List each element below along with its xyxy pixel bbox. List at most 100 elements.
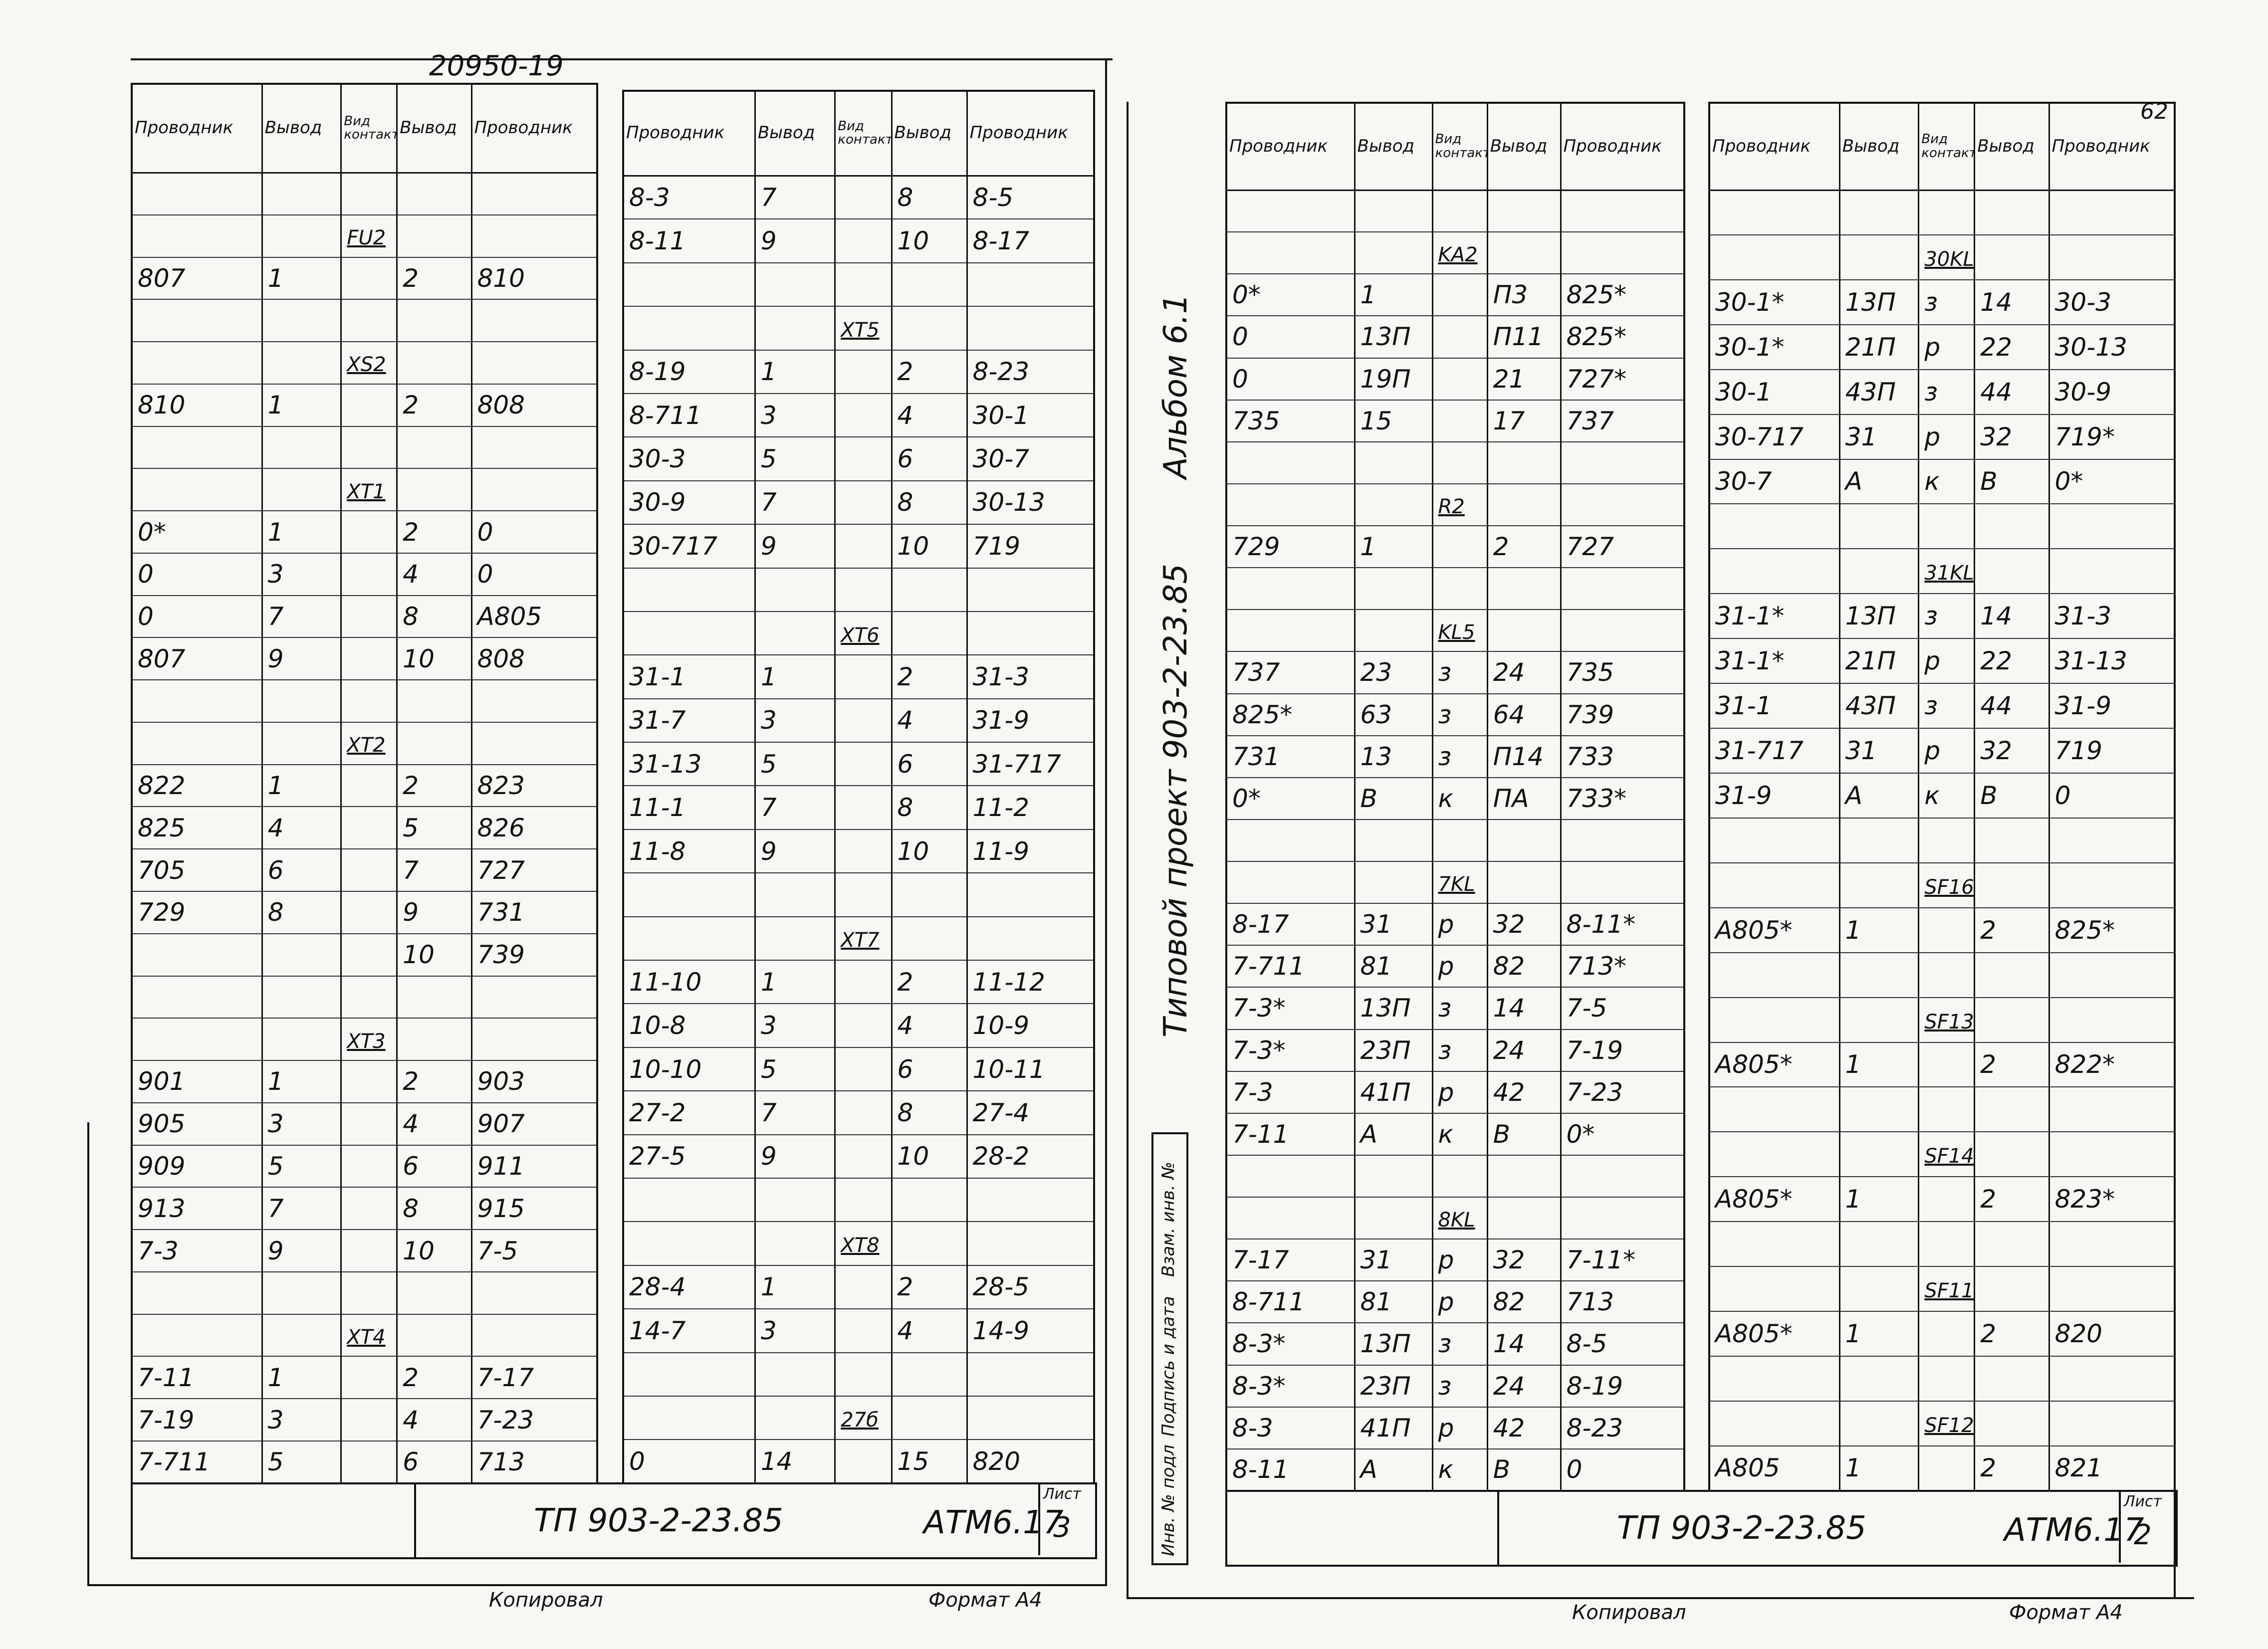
table-cell: 17 [1486,400,1562,442]
table-body: 30KL 30-1* 13П з 14 30-3 30-1* 21П р 22 30-13 30-1 4… [1708,190,2176,1491]
table-cell [891,1352,968,1397]
table-cell: 14 [1486,1323,1562,1366]
table-cell: 1 [754,655,836,699]
table-cell: з [1431,987,1488,1030]
table-row: XT8 [622,1222,1095,1266]
table-cell [1838,1087,1920,1133]
section-cell [1354,861,1433,904]
table-cell: 42 [1486,1071,1562,1114]
table-cell: 2 [396,1356,472,1400]
table-row: 30-1* 21П р 22 30-13 [1708,324,2176,370]
table-cell: 8-23 [966,350,1095,394]
table-cell: ПА [1486,777,1562,820]
table-cell [1918,1222,1976,1267]
table-row: 30KL [1708,234,2176,280]
table-row: 31-13 5 6 31-717 [622,742,1095,787]
table-row: 8-3* 23П з 24 8-19 [1225,1365,1685,1408]
table-row [1225,568,1685,611]
table-cell: 7 [754,786,836,830]
table-cell: 27-5 [622,1134,756,1179]
table-cell: з [1431,693,1488,736]
table-cell [340,1187,398,1231]
table-cell: 30-1 [1708,369,1840,415]
table-cell [834,1265,893,1310]
table-cell: 733* [1560,777,1685,820]
section-cell [2048,1401,2176,1446]
table-cell: 31-1* [1708,594,1840,639]
table-cell: 719 [966,524,1095,569]
section-cell [622,916,756,961]
table-row: SF13 [1708,997,2176,1043]
table-cell [1560,1155,1685,1198]
table-cell: 7 [754,480,836,525]
device-label: XT3 [347,1030,386,1053]
table-cell [340,511,398,554]
table-cell: 8-23 [1560,1407,1685,1449]
table-row [622,1178,1095,1223]
table-cell [1918,1311,1976,1357]
table-cell [340,257,398,300]
table-cell: 8-11 [1225,1448,1356,1491]
table-cell: 713 [1560,1281,1685,1324]
table-cell: 1 [1838,1042,1920,1088]
table-cell: 733 [1560,735,1685,778]
table-cell: 27-2 [622,1091,756,1135]
table-cell [1708,190,1840,235]
table-cell: 2 [396,384,472,427]
column-header: Проводник [131,83,263,174]
section-cell [891,1222,968,1266]
table-cell [1918,1177,1976,1223]
table-cell: 31-13 [622,742,756,787]
table-cell [966,568,1095,612]
table-cell [470,173,598,215]
section-cell [1560,1197,1685,1240]
table-cell: 8-3 [622,176,756,220]
table-cell: 11-1 [622,786,756,830]
frame-line [131,58,1113,60]
table-cell [1354,1155,1433,1198]
table-row: 0* 1 2 0 [131,511,598,554]
section-cell [966,611,1095,656]
table-cell: 1 [1354,526,1433,569]
table-row: 30-1 43П з 44 30-9 [1708,369,2176,415]
table-row: 7-711 81 р 82 713* [1225,945,1685,988]
section-cell [1225,1197,1356,1240]
device-label: 8KL [1438,1209,1475,1232]
table-cell: к [1918,459,1976,505]
table-cell: 7-17 [1225,1239,1356,1282]
table-cell: 737 [1225,651,1356,694]
table-cell: 8 [891,786,968,830]
table-cell [754,1178,836,1223]
table-row: 31-1* 21П р 22 31-13 [1708,638,2176,684]
section-cell [2048,997,2176,1043]
frame-line [1105,58,1107,1585]
table-cell [1560,819,1685,862]
table-cell: 31-9 [1708,773,1840,819]
table-cell: П3 [1486,274,1562,317]
table-cell: 8-5 [966,176,1095,220]
table-cell: 821 [2048,1445,2176,1491]
stamp-column [1151,1132,1188,1565]
table-row: 807 1 2 810 [131,257,598,300]
table-cell [622,1352,756,1397]
section-cell [1708,234,1840,280]
section-cell [1225,232,1356,275]
table-cell [834,655,893,699]
table-cell: 32 [1486,1239,1562,1282]
table-row [1225,190,1685,233]
table-cell: 901 [131,1060,263,1103]
table-cell: П14 [1486,735,1562,778]
section-cell: SF16 [1918,862,1976,908]
table-cell: 808 [470,384,598,427]
table-cell: 30-717 [1708,414,1840,460]
table-cell: 823* [2048,1177,2176,1223]
sheet-number: 3 [1053,1511,1071,1544]
column-header: Проводник [1560,102,1685,191]
title-block-inner [414,1482,1095,1557]
table-cell: 10 [891,219,968,263]
section-cell: FU2 [340,214,398,258]
table-cell [1560,441,1685,484]
table-row [131,976,598,1019]
table-row [1225,1155,1685,1198]
